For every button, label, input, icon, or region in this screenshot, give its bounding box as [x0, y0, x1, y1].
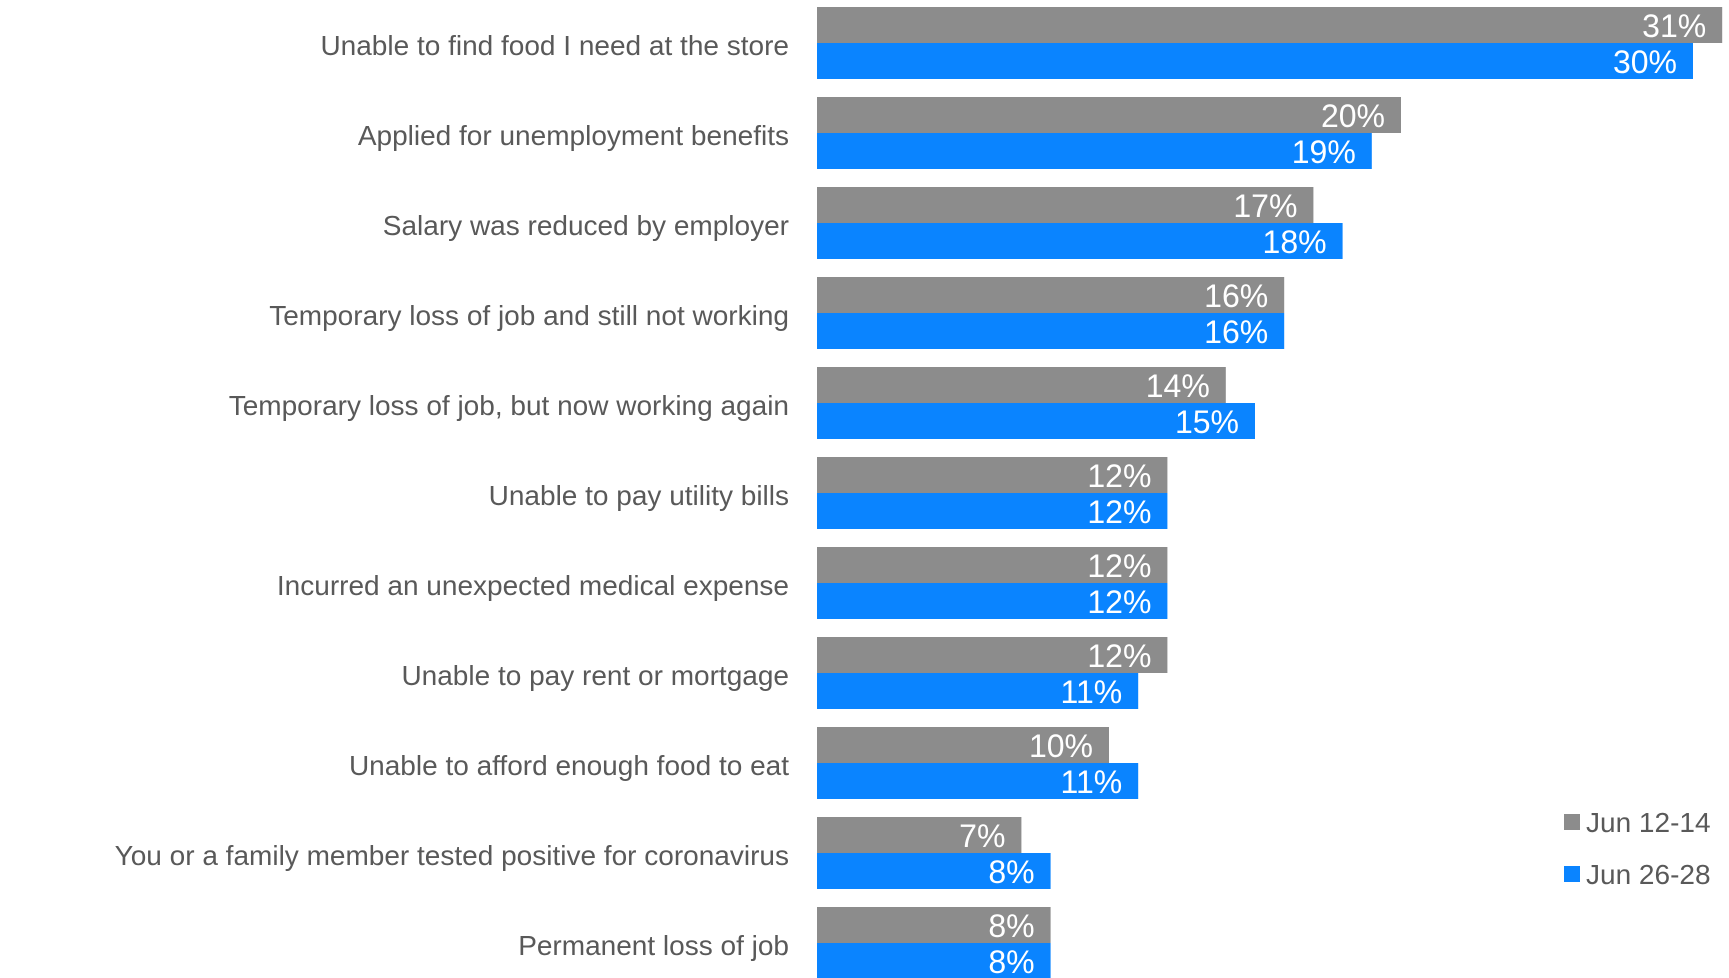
bar-jun-26-28 — [817, 763, 1139, 799]
data-label: 12% — [1087, 458, 1151, 494]
bar-jun-12-14 — [817, 637, 1168, 673]
value-labels: 31%30%20%19%17%18%16%16%14%15%12%12%12%1… — [959, 8, 1706, 978]
legend-label: Jun 12-14 — [1586, 807, 1711, 838]
data-label: 8% — [988, 944, 1034, 978]
category-label: You or a family member tested positive f… — [115, 840, 789, 871]
category-label: Temporary loss of job and still not work… — [269, 300, 789, 331]
bar-jun-26-28 — [817, 583, 1168, 619]
data-label: 17% — [1233, 188, 1297, 224]
bar-jun-12-14 — [817, 367, 1226, 403]
bar-jun-26-28 — [817, 673, 1139, 709]
data-label: 12% — [1087, 584, 1151, 620]
category-label: Unable to afford enough food to eat — [349, 750, 789, 781]
legend-swatch — [1564, 866, 1580, 882]
bar-jun-26-28 — [817, 313, 1285, 349]
bar-jun-12-14 — [817, 457, 1168, 493]
bar-jun-26-28 — [817, 223, 1343, 259]
category-label: Incurred an unexpected medical expense — [277, 570, 789, 601]
legend-swatch — [1564, 814, 1580, 830]
data-label: 12% — [1087, 638, 1151, 674]
data-label: 14% — [1146, 368, 1210, 404]
category-label: Unable to pay rent or mortgage — [401, 660, 789, 691]
bar-jun-12-14 — [817, 907, 1051, 943]
bar-jun-12-14 — [817, 7, 1723, 43]
bar-jun-26-28 — [817, 493, 1168, 529]
category-label: Permanent loss of job — [518, 930, 789, 961]
data-label: 8% — [988, 854, 1034, 890]
data-label: 18% — [1263, 224, 1327, 260]
data-label: 11% — [1061, 674, 1123, 710]
data-label: 19% — [1292, 134, 1356, 170]
bar-jun-26-28 — [817, 943, 1051, 978]
data-label: 16% — [1204, 278, 1268, 314]
category-label: Applied for unemployment benefits — [358, 120, 789, 151]
bars-group — [817, 7, 1723, 978]
category-label: Unable to find food I need at the store — [320, 30, 789, 61]
bar-jun-12-14 — [817, 187, 1314, 223]
data-label: 8% — [988, 908, 1034, 944]
bar-jun-26-28 — [817, 133, 1372, 169]
bar-jun-26-28 — [817, 853, 1051, 889]
bar-jun-26-28 — [817, 403, 1255, 439]
data-label: 7% — [959, 818, 1005, 854]
bar-jun-12-14 — [817, 727, 1109, 763]
data-label: 30% — [1613, 44, 1677, 80]
category-label: Temporary loss of job, but now working a… — [229, 390, 789, 421]
data-label: 20% — [1321, 98, 1385, 134]
legend: Jun 12-14 Jun 26-28 — [1564, 807, 1711, 890]
data-label: 31% — [1642, 8, 1706, 44]
bar-jun-12-14 — [817, 817, 1022, 853]
bar-jun-26-28 — [817, 43, 1693, 79]
data-label: 12% — [1087, 494, 1151, 530]
bar-jun-12-14 — [817, 97, 1401, 133]
category-labels: Unable to find food I need at the store A… — [115, 30, 790, 961]
data-label: 10% — [1029, 728, 1093, 764]
bar-jun-12-14 — [817, 277, 1285, 313]
data-label: 16% — [1204, 314, 1268, 350]
category-label: Unable to pay utility bills — [489, 480, 789, 511]
legend-label: Jun 26-28 — [1586, 859, 1711, 890]
data-label: 12% — [1087, 548, 1151, 584]
bar-jun-12-14 — [817, 547, 1168, 583]
data-label: 15% — [1175, 404, 1239, 440]
category-label: Salary was reduced by employer — [383, 210, 789, 241]
data-label: 11% — [1061, 764, 1123, 800]
